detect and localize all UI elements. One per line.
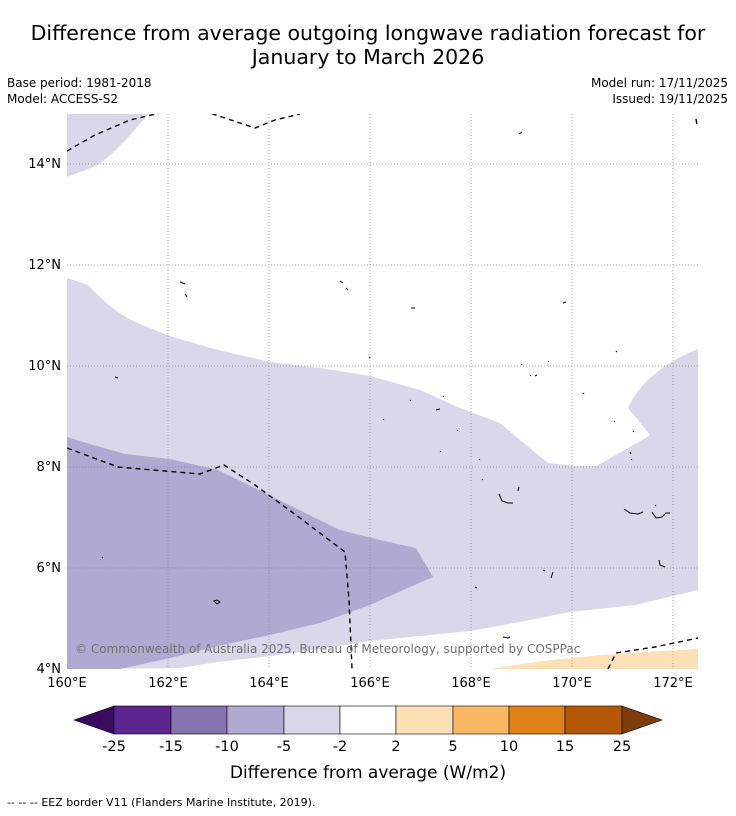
colorbar-swatch [339,705,397,735]
title-line-1: Difference from average outgoing longwav… [30,21,706,45]
colorbar-extend-high [621,705,663,735]
colorbar-tick-label: -2 [333,739,347,755]
map-plot-area [67,114,698,669]
colorbar-tick-label: 15 [556,739,574,755]
lon-tick-label: 160°E [47,676,87,691]
colorbar-tick-label: -15 [159,739,183,755]
colorbar-tick-label: 5 [448,739,457,755]
anomaly-region-plus2 [492,649,698,669]
anomaly-region-minus5-upper [67,114,148,177]
issued-date: Issued: 19/11/2025 [612,92,728,106]
colorbar-swatch [283,705,341,735]
lon-tick-label: 170°E [552,676,592,691]
eez-borders [67,114,698,669]
colorbar-tick-labels: -25 -15 -10 -5 -2 2 5 10 15 25 [102,739,631,755]
colorbar-tick-label: 2 [391,739,400,755]
lon-tick-label: 162°E [148,676,188,691]
map-figure: © Commonwealth of Australia 2025, Bureau… [28,114,698,783]
model-run: Model run: 17/11/2025 [590,76,728,90]
lon-tick-label: 166°E [350,676,390,691]
colorbar-swatch [395,705,454,735]
model-name: Model: ACCESS-S2 [7,92,119,106]
lon-tick-labels: 160°E 162°E 164°E 166°E 168°E 170°E 172°… [47,676,693,691]
colorbar-tick-label: 25 [613,739,631,755]
colorbar-swatch [564,705,623,735]
footer-legend: -- -- -- EEZ border V11 (Flanders Marine… [7,796,315,809]
lat-tick-label: 8°N [37,460,62,475]
title-line-2: January to March 2026 [251,44,485,69]
colorbar-tick-label: -25 [102,739,126,755]
copyright-notice: © Commonwealth of Australia 2025, Bureau… [75,642,580,656]
lat-tick-labels: 14°N 12°N 10°N 8°N 6°N 4°N [28,157,61,677]
lon-tick-label: 164°E [249,676,289,691]
colorbar [73,705,663,735]
gridlines [67,114,698,669]
lat-tick-label: 4°N [37,662,62,677]
colorbar-swatch [508,705,566,735]
colorbar-swatch [113,705,172,735]
anomaly-region-minus10 [67,437,433,669]
islands [101,131,670,639]
colorbar-tick-label: 10 [500,739,518,755]
colorbar-swatch [226,705,285,735]
colorbar-swatch [170,705,228,735]
lon-tick-label: 168°E [451,676,491,691]
meta-left: Base period: 1981-2018 Model: ACCESS-S2 [7,75,152,107]
colorbar-swatch [452,705,510,735]
lat-tick-label: 12°N [28,258,61,273]
colorbar-tick-label: -5 [277,739,291,755]
lat-tick-label: 10°N [28,359,61,374]
eez-legend-symbol: -- -- -- [7,796,38,809]
colorbar-tick-label: -10 [215,739,239,755]
eez-legend-text: EEZ border V11 (Flanders Marine Institut… [41,796,316,809]
meta-right: Model run: 17/11/2025 Issued: 19/11/2025 [591,75,728,107]
colorbar-extend-low [73,705,115,735]
lat-tick-label: 14°N [28,157,61,172]
chart-title: Difference from average outgoing longwav… [0,21,736,69]
lat-tick-label: 6°N [37,561,62,576]
base-period: Base period: 1981-2018 [7,76,152,90]
colorbar-label: Difference from average (W/m2) [230,763,506,783]
lon-tick-label: 172°E [653,676,693,691]
